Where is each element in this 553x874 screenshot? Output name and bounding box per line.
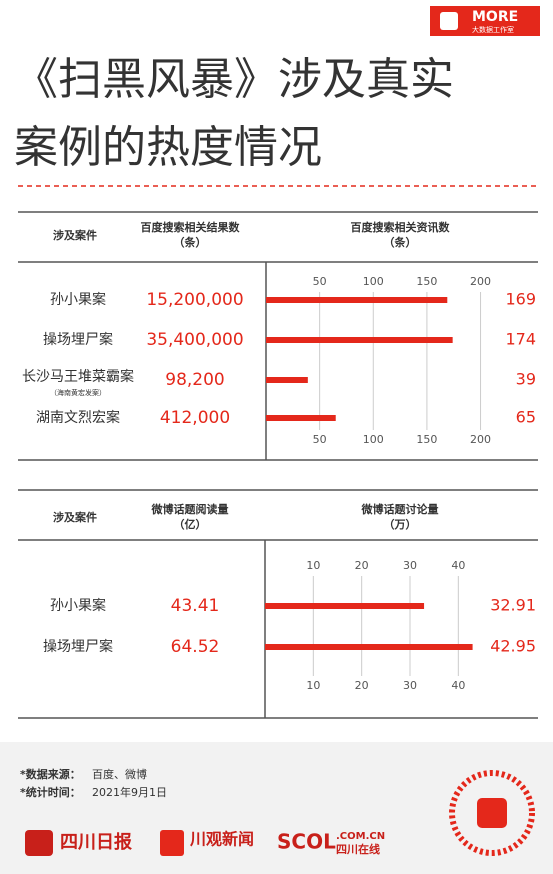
x-tick-label: 20 — [355, 559, 369, 572]
brand-icon — [440, 12, 458, 30]
logo-icon — [25, 830, 53, 856]
x-tick-label: 200 — [470, 433, 491, 446]
x-tick-label: 40 — [451, 559, 465, 572]
column-header: 微博话题讨论量 — [361, 502, 439, 516]
bar — [266, 415, 336, 421]
category-label: 孙小果案 — [50, 291, 106, 308]
category-label: 操场埋尸案 — [43, 331, 113, 348]
table-value: 43.41 — [171, 596, 220, 616]
date-label: *统计时间： — [20, 785, 81, 799]
category-label: 湖南文烈宏案 — [36, 409, 120, 426]
bar — [266, 377, 308, 383]
x-tick-label: 100 — [363, 433, 384, 446]
table-value: 412,000 — [160, 408, 230, 428]
value-label: 42.95 — [490, 637, 536, 656]
qr-code — [449, 770, 535, 856]
x-tick-label: 200 — [470, 275, 491, 288]
bar — [265, 603, 425, 609]
category-label: 孙小果案 — [50, 597, 106, 614]
bar — [265, 644, 473, 650]
x-tick-label: 30 — [403, 559, 417, 572]
bar — [266, 337, 453, 343]
column-header: 涉及案件 — [53, 228, 97, 242]
column-header: 百度搜索相关资讯数 — [351, 220, 451, 234]
source-label: *数据来源： — [20, 767, 81, 781]
column-header: （万） — [384, 518, 417, 531]
x-tick-label: 150 — [416, 433, 437, 446]
x-tick-label: 150 — [416, 275, 437, 288]
value-label: 39 — [516, 370, 536, 389]
column-header: （亿） — [174, 517, 207, 531]
brand-sub: 大数据工作室 — [472, 25, 514, 34]
category-label: 操场埋尸案 — [43, 638, 113, 655]
logo: SCOL — [277, 830, 336, 854]
date: 2021年9月1日 — [92, 785, 167, 799]
logo: 四川日报 — [60, 831, 132, 853]
x-tick-label: 40 — [451, 679, 465, 692]
column-header: （条） — [384, 235, 417, 249]
bar — [266, 297, 448, 303]
x-tick-label: 50 — [313, 275, 327, 288]
footer-bg — [0, 742, 553, 874]
x-tick-label: 30 — [403, 679, 417, 692]
title-line: 案例的热度情况 — [14, 122, 322, 173]
table-value: 35,400,000 — [146, 330, 243, 350]
x-tick-label: 100 — [363, 275, 384, 288]
logo-icon — [160, 830, 184, 856]
logo: 川观新闻 — [189, 830, 254, 849]
x-tick-label: 10 — [306, 559, 320, 572]
column-header: （条） — [174, 235, 207, 249]
x-tick-label: 10 — [306, 679, 320, 692]
source: 百度、微博 — [92, 767, 147, 781]
value-label: 65 — [516, 408, 536, 427]
column-header: 微博话题阅读量 — [151, 502, 229, 516]
category-sublabel: （海南黄宏发案） — [50, 388, 106, 397]
value-label: 32.91 — [490, 596, 536, 615]
qr-center — [477, 798, 507, 828]
column-header: 涉及案件 — [53, 510, 97, 524]
category-label: 长沙马王堆菜霸案 — [22, 368, 134, 385]
x-tick-label: 50 — [313, 433, 327, 446]
logo: 四川在线 — [336, 842, 380, 856]
table-value: 64.52 — [171, 637, 220, 657]
x-tick-label: 20 — [355, 679, 369, 692]
value-label: 174 — [505, 330, 536, 349]
table-value: 15,200,000 — [146, 290, 243, 310]
title-line: 《扫黑风暴》涉及真实 — [14, 54, 454, 105]
brand: MORE — [472, 9, 518, 25]
table-value: 98,200 — [165, 370, 224, 390]
value-label: 169 — [505, 290, 536, 309]
logo: .COM.CN — [336, 831, 385, 842]
column-header: 百度搜索相关结果数 — [141, 220, 241, 234]
